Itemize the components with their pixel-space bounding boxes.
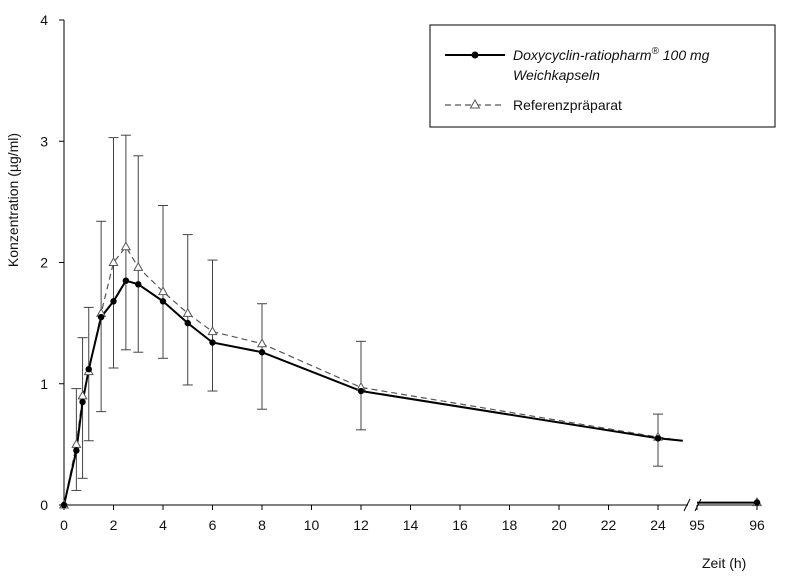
- legend-marker-referenz: [469, 98, 481, 109]
- data-point-referenz: [77, 390, 88, 400]
- data-point-referenz: [182, 307, 193, 317]
- x-tick-label: 4: [159, 517, 167, 533]
- error-bar: [158, 205, 168, 359]
- legend-label-doxycyclin: Doxycyclin-ratiopharm® 100 mg: [513, 46, 710, 63]
- error-bars: [71, 134, 663, 491]
- x-tick-label: 22: [601, 517, 617, 533]
- data-point-referenz: [207, 326, 218, 336]
- legend-label-doxycyclin-line2: Weichkapseln: [513, 67, 600, 83]
- data-point-doxycyclin: [654, 435, 662, 442]
- x-tick-label: 24: [650, 517, 666, 533]
- y-tick-label: 1: [40, 376, 48, 392]
- data-point-doxycyclin: [79, 398, 86, 406]
- legend-label-referenz: Referenzpräparat: [513, 97, 622, 113]
- error-bar: [133, 155, 144, 353]
- legend-marker-doxycyclin: [471, 51, 479, 59]
- y-tick-label: 3: [40, 133, 48, 149]
- axis-break-mark: [683, 498, 691, 512]
- data-point-doxycyclin: [357, 387, 365, 395]
- x-tick-label: 10: [304, 517, 320, 533]
- data-point-doxycyclin: [60, 501, 68, 509]
- legend-label-doxycyclin-sup: ®: [651, 46, 659, 57]
- data-point-referenz: [71, 438, 82, 448]
- x-tick-label: 96: [749, 517, 765, 533]
- data-point-doxycyclin: [159, 298, 167, 305]
- x-tick-label: 16: [452, 517, 468, 533]
- data-point-doxycyclin: [85, 366, 92, 373]
- legend-label-doxycyclin-dose: 100 mg: [659, 47, 710, 63]
- x-tick-label: 18: [502, 517, 518, 533]
- series-line-doxycyclin: [63, 279, 683, 506]
- series-line-referenz: [63, 245, 683, 506]
- x-tick-label: 6: [209, 517, 217, 533]
- x-tick-label: 14: [403, 517, 419, 533]
- data-point-doxycyclin: [184, 319, 191, 327]
- axis-break-mark: [694, 498, 702, 512]
- legend: Doxycyclin-ratiopharm® 100 mg Weichkapse…: [429, 24, 776, 128]
- x-axis-label: Zeit (h): [702, 555, 746, 571]
- y-axis-label: Konzentration (µg/ml): [5, 133, 21, 267]
- legend-label-doxycyclin-name: Doxycyclin-ratiopharm: [513, 47, 652, 63]
- data-point-doxycyclin: [110, 298, 117, 305]
- error-bar: [108, 137, 119, 369]
- x-tick-label: 20: [551, 517, 567, 533]
- data-point-referenz: [133, 261, 144, 271]
- data-point-doxycyclin: [73, 447, 80, 454]
- y-tick-label: 4: [40, 12, 48, 28]
- data-point-doxycyclin: [122, 277, 130, 284]
- x-tick-label: 0: [60, 517, 68, 533]
- data-point-doxycyclin: [258, 349, 266, 356]
- x-tick-label: 8: [258, 517, 266, 533]
- data-point-doxycyclin: [209, 339, 216, 346]
- x-tick-label: 95: [689, 517, 705, 533]
- error-bar: [257, 303, 267, 410]
- y-tick-label: 2: [40, 255, 48, 271]
- error-bar: [207, 259, 218, 392]
- data-point-referenz: [157, 286, 169, 296]
- data-point-referenz: [120, 241, 131, 251]
- x-tick-label: 12: [353, 517, 369, 533]
- x-tick-label: 2: [110, 517, 118, 533]
- legend-box: [429, 24, 776, 128]
- data-point-referenz: [256, 338, 268, 348]
- y-tick-label: 0: [40, 497, 48, 513]
- series-markers: [58, 241, 763, 509]
- data-point-referenz: [108, 256, 119, 266]
- data-point-doxycyclin: [753, 499, 761, 506]
- data-point-doxycyclin: [135, 281, 142, 288]
- data-point-doxycyclin: [97, 313, 105, 321]
